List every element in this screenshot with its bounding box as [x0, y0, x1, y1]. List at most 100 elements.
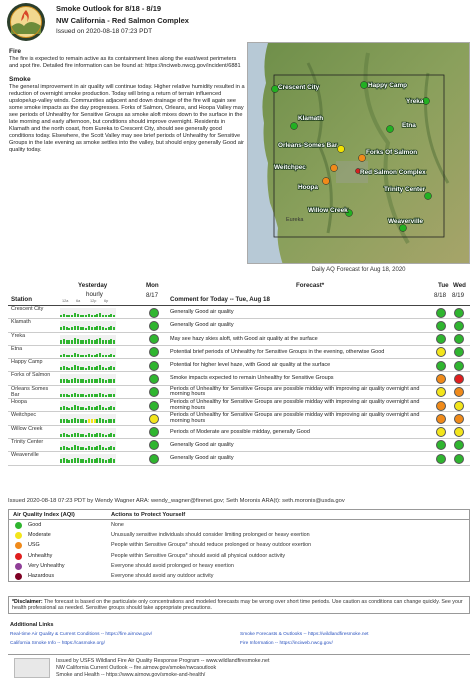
sparkline-bar: [104, 380, 107, 384]
sparkline-bar: [65, 314, 68, 317]
sparkline-bar: [74, 352, 76, 357]
map-marker[interactable]: [271, 85, 279, 93]
fire-text: The fire is expected to remain active as…: [9, 56, 241, 69]
map-label: Etna: [402, 122, 416, 129]
table-row: Weitchpec Periods of Unhealthy for Sensit…: [8, 412, 470, 426]
link-fire-info[interactable]: Fire Information -- https://inciweb.nwcg…: [240, 641, 333, 646]
sparkline-bar: [68, 395, 71, 397]
sparkline-bar: [102, 367, 104, 371]
hourly-sparkline: [60, 414, 116, 424]
map-marker[interactable]: [322, 177, 330, 185]
tue-aqi-dot: [436, 334, 446, 345]
sparkline-bar: [90, 394, 93, 397]
sparkline-bar: [88, 326, 90, 331]
mon-aqi-dot: [149, 440, 159, 451]
aqi-level: USG: [28, 542, 40, 549]
sparkline-bar: [79, 406, 82, 411]
sparkline-bar: [113, 379, 116, 384]
map-marker[interactable]: [360, 81, 368, 89]
table-row: Willow Creek Periods of Moderate are poss…: [8, 426, 470, 439]
sparkline-bar: [79, 419, 82, 424]
hourly-sparkline: [60, 374, 116, 384]
sparkline-bar: [76, 313, 79, 317]
map-marker[interactable]: [355, 168, 361, 174]
sparkline-bar: [68, 367, 71, 371]
sparkline-bar: [102, 394, 104, 397]
station-name: Trinity Center: [11, 438, 44, 445]
mon-aqi-dot: [149, 347, 159, 358]
aqi-legend-row: Unhealthy People within Sensitive Groups*…: [9, 551, 469, 561]
sparkline-bar: [85, 340, 88, 344]
map-marker[interactable]: [399, 224, 407, 232]
sparkline-bar: [79, 446, 82, 450]
map-marker[interactable]: [386, 125, 394, 133]
sparkline-bar: [82, 394, 85, 397]
map-label: Crescent City: [278, 84, 320, 91]
map-marker[interactable]: [422, 97, 430, 105]
map-marker[interactable]: [345, 209, 353, 217]
map-marker[interactable]: [290, 122, 298, 130]
sparkline-bar: [76, 445, 79, 450]
aqi-legend-body: Good None Moderate Unusually sensitive indi…: [9, 520, 469, 581]
issued-by-line: Issued 2020-08-18 07:23 PDT by Wendy Wag…: [8, 498, 345, 504]
sparkline-bar: [90, 367, 93, 371]
aqi-color-swatch: [15, 552, 22, 560]
sparkline-bar: [76, 393, 79, 397]
wildland-fire-logo-icon: [7, 3, 45, 41]
sparkline-bar: [99, 313, 102, 317]
map-caption: Daily AQ Forecast for Aug 18, 2020: [311, 267, 406, 273]
mon-aqi-dot: [149, 373, 159, 384]
sparkline-bar: [93, 394, 96, 397]
smoke-text: The general improvement in air quality w…: [9, 84, 245, 153]
map-marker[interactable]: [424, 192, 432, 200]
sparkline-bar: [85, 327, 88, 331]
sparkline-bar: [104, 327, 107, 331]
sparkline-bar: [102, 379, 104, 384]
map-marker[interactable]: [337, 145, 345, 153]
sparkline-bar: [85, 355, 88, 357]
sparkline-bar: [85, 395, 88, 397]
sparkline-bar: [99, 338, 102, 344]
sparkline-bar: [62, 406, 65, 411]
mon-aqi-dot: [149, 400, 159, 411]
map-label: Forks Of Salmon: [366, 149, 417, 156]
sparkline-bar: [62, 418, 65, 424]
sparkline-bar: [96, 326, 99, 331]
sparkline-bar: [76, 458, 79, 464]
sparkline-bar: [104, 340, 107, 344]
sparkline-bar: [88, 445, 90, 450]
link-airnow[interactable]: Real-time Air Quality & Current Conditio…: [10, 632, 153, 637]
map-marker[interactable]: [330, 164, 338, 172]
table-row: Klamath Generally Good air quality: [8, 319, 470, 333]
sparkline-bar: [71, 339, 74, 344]
sparkline-bar: [85, 315, 88, 317]
station-name: Etna: [11, 345, 23, 352]
link-smoke-forecasts[interactable]: Smoke Forecasts & Outlooks -- https://wi…: [240, 632, 369, 637]
hourly-sparkline: [60, 387, 116, 397]
station-name: Yreka: [11, 332, 26, 339]
map-marker[interactable]: [358, 154, 366, 162]
usfs-logo-icon: [14, 658, 50, 678]
sparkline-bar: [104, 355, 107, 357]
sparkline-bar: [102, 434, 104, 437]
aqi-legend-row: Moderate Unusually sensitive individuals …: [9, 530, 469, 540]
tue-header: Tue: [438, 282, 449, 289]
sparkline-bar: [62, 353, 65, 357]
sparkline-bar: [76, 366, 79, 371]
table-row: Happy Camp Potential for higher level haz…: [8, 359, 470, 373]
sparkline-bar: [85, 367, 88, 371]
sparkline-bar: [62, 326, 65, 331]
sparkline-bar: [79, 354, 82, 357]
sparkline-bar: [110, 313, 113, 317]
sparkline-bar: [93, 354, 96, 357]
sparkline-bar: [85, 447, 88, 450]
wed-aqi-dot: [454, 347, 464, 358]
map-label: Yreka: [406, 98, 424, 105]
sparkline-bar: [76, 406, 79, 411]
sparkline-bar: [107, 339, 110, 344]
sparkline-bar: [110, 458, 113, 464]
link-cal-smoke[interactable]: California Smoke Info -- https://casmoke…: [10, 641, 105, 646]
table-row: Trinity Center Generally Good air quality: [8, 438, 470, 453]
sparkline-bar: [85, 380, 88, 384]
sparkline-bar: [60, 354, 62, 357]
